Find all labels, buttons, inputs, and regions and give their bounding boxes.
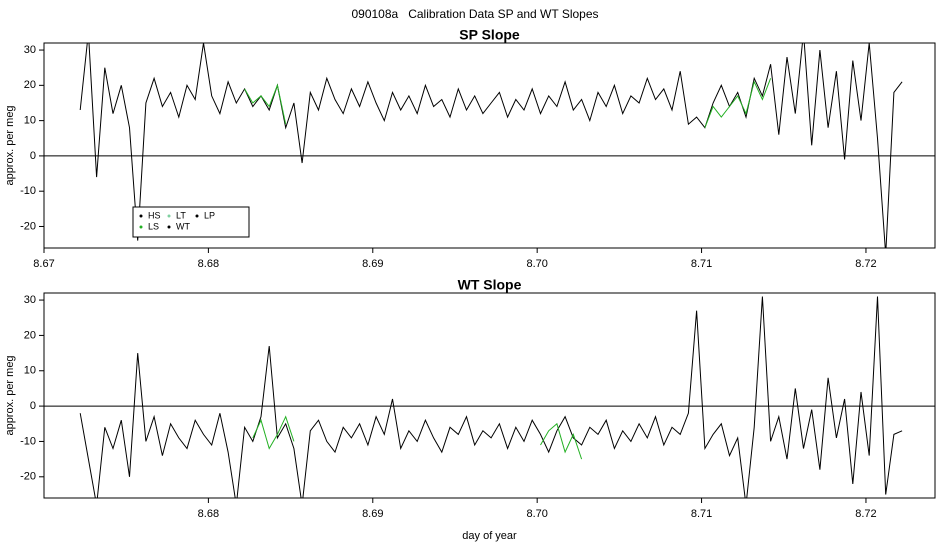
legend-marker [139,214,143,218]
x-tick-label: 8.71 [691,258,712,270]
page-title: 090108a Calibration Data SP and WT Slope… [351,7,598,21]
y-tick-label: 30 [24,44,36,56]
y-tick-label: 10 [24,365,36,377]
data-line [79,296,903,498]
highlight-line [244,78,772,128]
x-tick-label: 8.67 [33,258,54,270]
legend-marker [167,214,171,218]
data-line [79,43,903,248]
x-tick-label: 8.68 [198,508,219,520]
highlight-line [252,415,583,460]
y-tick-label: 10 [24,115,36,127]
legend-marker [167,225,171,229]
plot-frame [43,42,936,249]
y-tick-label: 0 [30,150,36,162]
panel-title: SP Slope [459,27,520,43]
y-tick-label: -20 [20,471,36,483]
legend-label: WT [176,221,190,231]
panel-title: WT Slope [458,277,522,293]
legend-marker [195,214,199,218]
y-tick-label: -10 [20,185,36,197]
x-tick-label: 8.72 [855,258,876,270]
y-tick-label: -20 [20,220,36,232]
legend-box [132,206,250,238]
y-tick-label: 30 [24,294,36,306]
y-axis-label: approx. per meg [4,105,16,185]
y-tick-label: 20 [24,79,36,91]
y-axis-label: approx. per meg [4,355,16,435]
legend-label: LS [148,221,159,231]
x-tick-label: 8.69 [362,258,383,270]
x-tick-label: 8.71 [691,508,712,520]
x-axis-label: day of year [462,530,517,542]
x-tick-label: 8.68 [198,258,219,270]
y-tick-label: 20 [24,329,36,341]
plot-area [44,43,935,248]
x-tick-label: 8.72 [855,508,876,520]
legend-marker [139,225,143,229]
y-tick-label: -10 [20,435,36,447]
legend-label: LT [176,210,186,220]
y-tick-label: 0 [30,400,36,412]
plot-area [44,296,935,498]
x-tick-label: 8.70 [526,258,547,270]
legend-label: HS [148,210,161,220]
plot-frame [43,292,936,499]
x-tick-label: 8.69 [362,508,383,520]
x-tick-label: 8.70 [526,508,547,520]
legend-label: LP [204,210,215,220]
